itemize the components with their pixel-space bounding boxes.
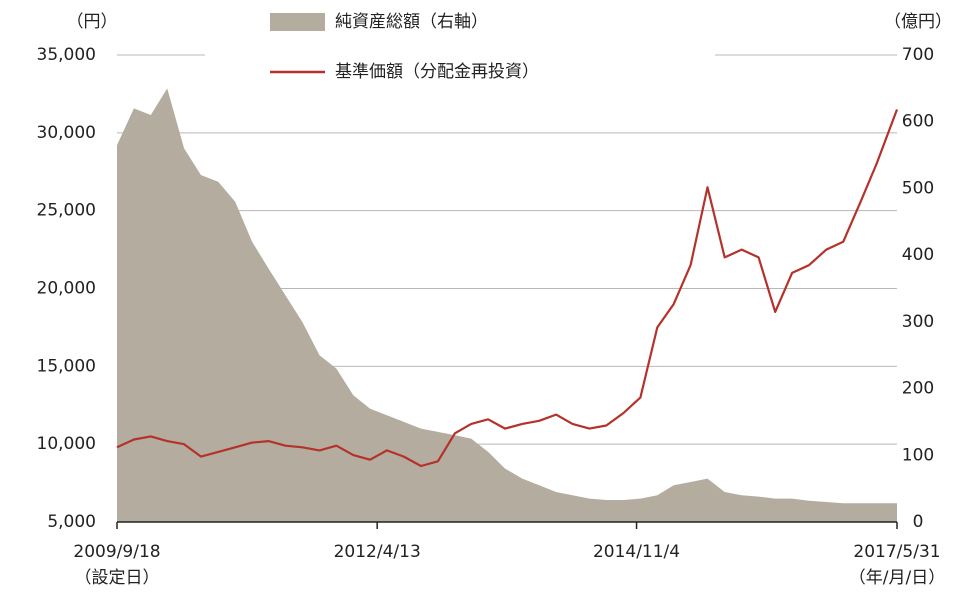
line — [116, 109, 899, 468]
legend-swatch — [270, 13, 325, 31]
y-axis-label: （円） — [67, 12, 118, 32]
y-tick-label: 5,000 — [47, 512, 96, 532]
y2-tick-label: 100 — [902, 445, 934, 465]
x-annotation: （設定日） — [75, 568, 160, 588]
x-tick-label: 2009/9/18 — [73, 542, 160, 562]
y-tick-label: 35,000 — [37, 45, 96, 65]
y2-axis-label: （億円） — [884, 12, 952, 32]
y-tick-label: 25,000 — [37, 201, 96, 221]
y2-tick-label: 500 — [902, 178, 934, 198]
y2-tick-label: 700 — [902, 45, 934, 65]
x-tick-label: 2017/5/31 — [853, 542, 940, 562]
y2-tick-label: 200 — [902, 379, 934, 399]
x-tick-label: 2012/4/13 — [334, 542, 421, 562]
y2-tick-label: 0 — [913, 512, 924, 532]
y-tick-label: 10,000 — [37, 434, 96, 454]
legend-label: 基準価額（分配金再投資） — [335, 62, 539, 82]
area — [117, 88, 897, 523]
y-tick-label: 15,000 — [37, 356, 96, 376]
y2-tick-label: 300 — [902, 312, 934, 332]
y-tick-label: 30,000 — [37, 123, 96, 143]
y-tick-label: 20,000 — [37, 279, 96, 299]
legend-background — [205, 40, 715, 70]
y2-tick-label: 600 — [902, 112, 934, 132]
legend-label: 純資産総額（右軸） — [335, 12, 488, 32]
y2-tick-label: 400 — [902, 245, 934, 265]
x-tick-label: 2014/11/4 — [593, 542, 680, 562]
x-annotation: （年/月/日） — [849, 568, 945, 588]
